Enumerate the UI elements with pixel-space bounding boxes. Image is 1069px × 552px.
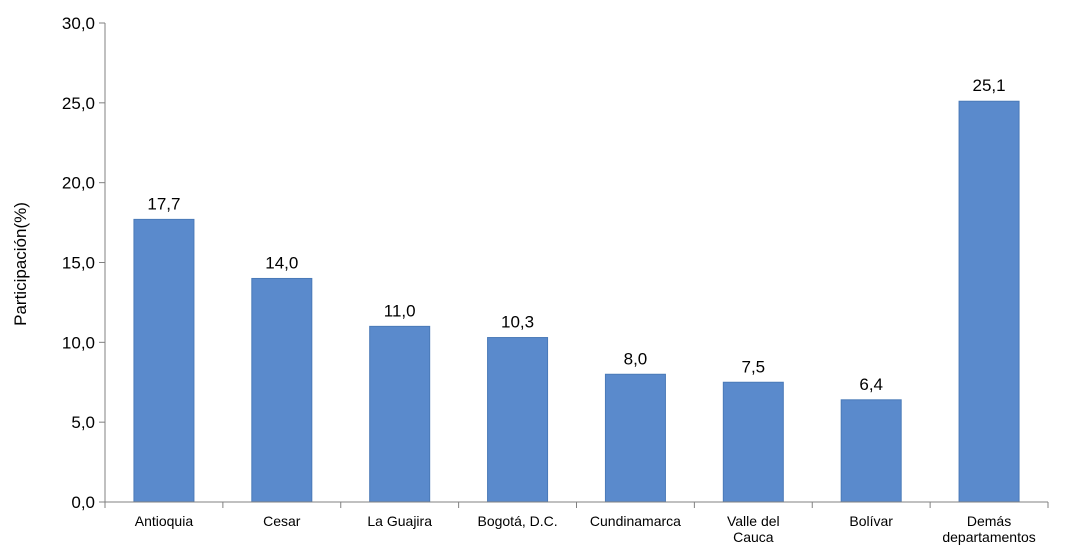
x-category-label: Cauca [733, 529, 774, 545]
bar [369, 325, 431, 503]
bar [840, 399, 902, 503]
y-tick-label: 10,0 [62, 333, 95, 352]
y-tick-label: 25,0 [62, 94, 95, 113]
bar [133, 218, 195, 503]
x-category-label: Cundinamarca [590, 513, 681, 529]
y-tick-label: 15,0 [62, 254, 95, 273]
x-category-label: Demás [967, 513, 1011, 529]
bars [133, 100, 1020, 503]
x-category-label: Bogotá, D.C. [477, 513, 557, 529]
bar [722, 381, 784, 503]
bar [958, 100, 1020, 503]
x-category-label: Cesar [263, 513, 301, 529]
x-category-label: departamentos [942, 529, 1035, 545]
bar-value-label: 7,5 [741, 357, 765, 376]
y-axis-ticks: 0,0 5,0 10,0 15,0 20,0 25,0 30,0 [62, 14, 1049, 512]
bar [251, 277, 313, 503]
x-category-label: Antioquia [135, 513, 194, 529]
bar-value-label: 10,3 [501, 313, 534, 332]
y-tick-label: 0,0 [71, 493, 95, 512]
bar-value-label: 25,1 [973, 76, 1006, 95]
bar-value-label: 11,0 [384, 301, 416, 320]
y-tick-label: 20,0 [62, 174, 95, 193]
y-tick-label: 30,0 [62, 14, 95, 33]
x-category-label: Bolívar [849, 513, 893, 529]
x-category-label: La Guajira [367, 513, 432, 529]
bar-value-label: 14,0 [265, 253, 298, 272]
bar-value-label: 8,0 [624, 349, 648, 368]
x-axis-labels: Antioquia Cesar La Guajira Bogotá, D.C. Cund… [135, 513, 1036, 545]
y-axis-title: Participación(%) [11, 202, 30, 326]
x-category-label: Valle del [727, 513, 780, 529]
y-tick-label: 5,0 [71, 413, 95, 432]
bar [604, 373, 666, 503]
data-labels: 17,7 14,0 11,0 10,3 8,0 7,5 6,4 25,1 [147, 76, 1005, 394]
bar-value-label: 17,7 [147, 194, 180, 213]
bar [487, 337, 549, 503]
bar-value-label: 6,4 [859, 375, 883, 394]
